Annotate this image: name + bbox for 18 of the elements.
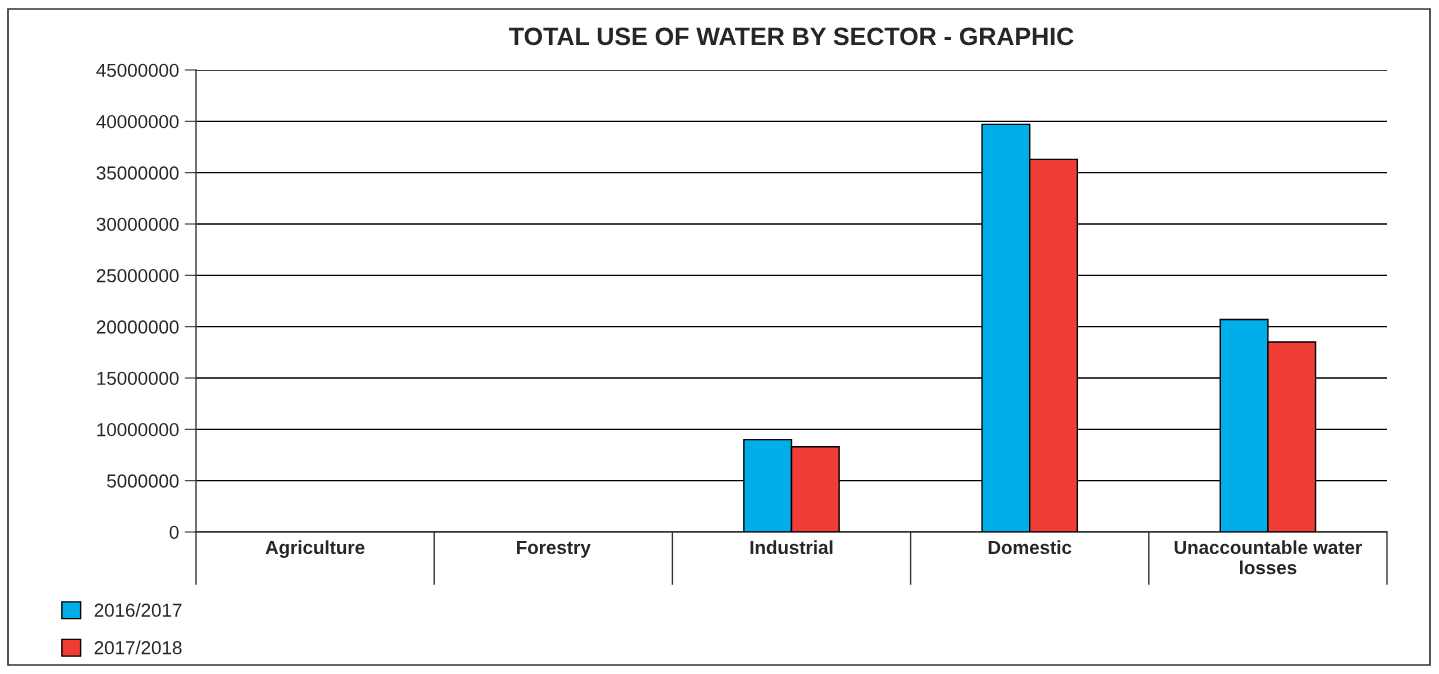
legend-label: 2017/2018 bbox=[94, 640, 182, 655]
y-tick-label: 0 bbox=[169, 525, 179, 539]
chart-title: TOTAL USE OF WATER BY SECTOR - GRAPHIC bbox=[509, 27, 1074, 46]
y-tick-label: 30000000 bbox=[96, 217, 179, 231]
y-tick-label: 45000000 bbox=[96, 63, 179, 77]
y-tick-label: 40000000 bbox=[96, 115, 179, 129]
x-tick-label: Industrial bbox=[750, 540, 833, 555]
x-tick-label: Domestic bbox=[988, 540, 1072, 555]
y-tick-label: 35000000 bbox=[96, 166, 179, 180]
x-tick-label: Forestry bbox=[517, 541, 591, 558]
y-tick-label: 25000000 bbox=[96, 269, 179, 283]
legend-label: 2016/2017 bbox=[94, 603, 182, 617]
y-tick-label: 5000000 bbox=[107, 474, 179, 488]
x-tick-label: Unaccountable water losses bbox=[1174, 540, 1362, 575]
y-tick-label: 10000000 bbox=[97, 423, 179, 437]
x-tick-label: Agriculture bbox=[265, 540, 365, 558]
y-tick-label: 15000000 bbox=[97, 371, 179, 385]
y-tick-label: 20000000 bbox=[96, 320, 179, 334]
